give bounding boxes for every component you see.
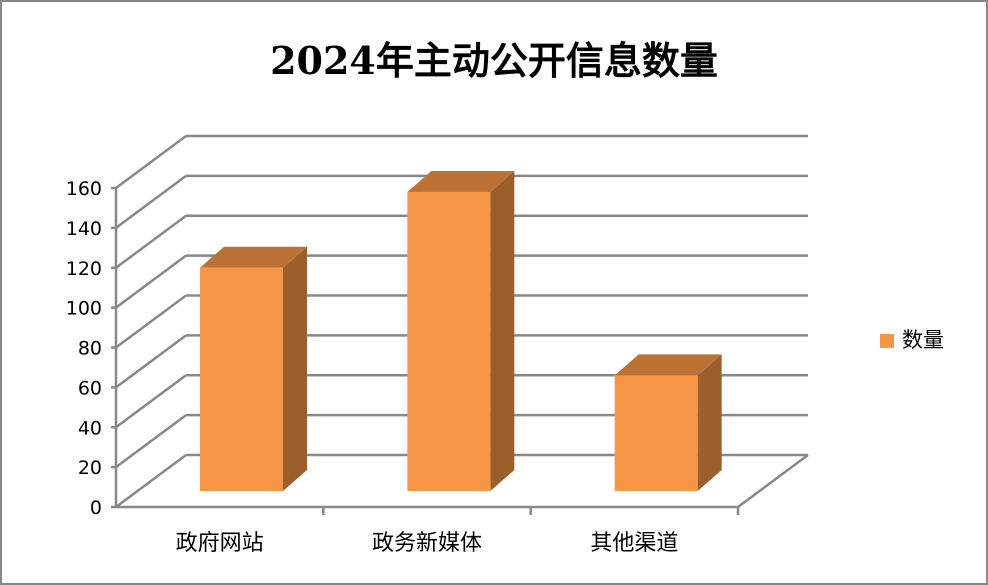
gridline-diagonal	[115, 254, 187, 309]
legend-swatch	[880, 334, 894, 348]
y-tick-label: 60	[78, 377, 102, 399]
bar-side	[697, 354, 722, 491]
y-tick-label: 0	[90, 497, 102, 519]
gridline-diagonal	[115, 134, 187, 190]
bar	[614, 375, 698, 491]
bar-side	[283, 246, 307, 491]
bar	[407, 191, 491, 491]
x-tick-label: 政务新媒体	[372, 531, 482, 556]
bar-top	[200, 246, 307, 268]
y-tick-label: 140	[66, 218, 102, 240]
bar-side	[490, 170, 515, 491]
bar	[200, 267, 283, 491]
floor-edge	[737, 453, 809, 509]
y-tick-label: 100	[66, 298, 102, 320]
legend-label: 数量	[902, 328, 944, 352]
gridline-diagonal	[115, 334, 187, 389]
y-tick-label: 160	[66, 178, 102, 200]
gridline-diagonal	[115, 174, 187, 229]
bar-top	[407, 170, 515, 192]
y-tick-label: 120	[66, 258, 102, 280]
y-tick-label: 80	[78, 338, 102, 360]
gridline-diagonal	[115, 294, 187, 349]
gridline-diagonal	[115, 453, 187, 509]
x-tick-label: 政府网站	[176, 531, 264, 556]
bar-top	[614, 354, 722, 376]
gridline-diagonal	[115, 374, 187, 429]
y-tick-label: 20	[78, 457, 102, 479]
chart-title: 2024年主动公开信息数量	[270, 38, 718, 83]
x-tick-label: 其他渠道	[590, 531, 678, 556]
y-tick-label: 40	[78, 417, 102, 439]
gridline-diagonal	[115, 414, 187, 469]
gridline-diagonal	[115, 214, 187, 269]
